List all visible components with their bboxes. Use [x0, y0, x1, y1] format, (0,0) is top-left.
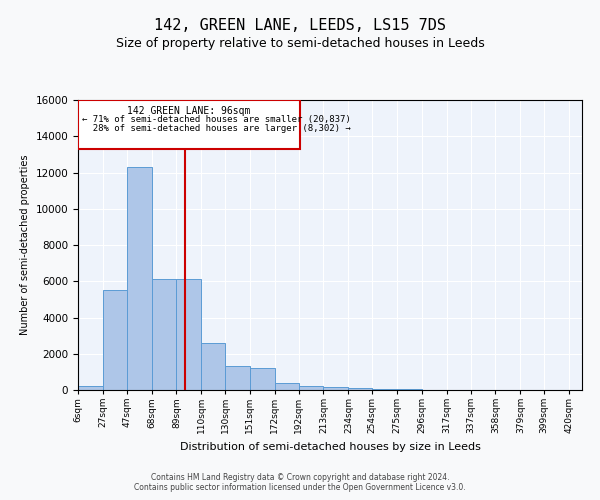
Bar [152, 280, 176, 390]
Bar [372, 389, 397, 390]
Bar [176, 280, 202, 390]
Bar [103, 290, 127, 390]
Text: Size of property relative to semi-detached houses in Leeds: Size of property relative to semi-detach… [116, 38, 484, 51]
Bar [323, 388, 349, 390]
Bar [78, 386, 103, 390]
Bar [250, 368, 275, 390]
Bar [78, 100, 300, 149]
Bar [225, 366, 250, 390]
Bar [349, 388, 372, 390]
Text: Contains HM Land Registry data © Crown copyright and database right 2024.
Contai: Contains HM Land Registry data © Crown c… [134, 473, 466, 492]
Text: 142 GREEN LANE: 96sqm: 142 GREEN LANE: 96sqm [127, 106, 251, 117]
Text: 142, GREEN LANE, LEEDS, LS15 7DS: 142, GREEN LANE, LEEDS, LS15 7DS [154, 18, 446, 32]
X-axis label: Distribution of semi-detached houses by size in Leeds: Distribution of semi-detached houses by … [179, 442, 481, 452]
Bar [299, 386, 323, 390]
Y-axis label: Number of semi-detached properties: Number of semi-detached properties [20, 155, 30, 336]
Bar [275, 383, 299, 390]
Text: ← 71% of semi-detached houses are smaller (20,837): ← 71% of semi-detached houses are smalle… [82, 114, 350, 124]
Text: 28% of semi-detached houses are larger (8,302) →: 28% of semi-detached houses are larger (… [82, 124, 350, 134]
Bar [202, 343, 225, 390]
Bar [127, 167, 152, 390]
